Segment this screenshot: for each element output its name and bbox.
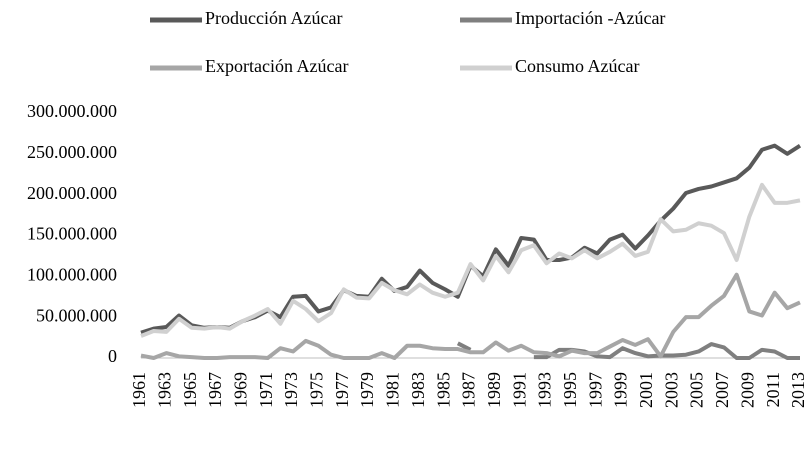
legend-label: Exportación Azúcar <box>205 56 348 76</box>
x-tick-label: 1991 <box>509 372 529 408</box>
series-line <box>140 182 801 338</box>
x-tick-label: 2009 <box>737 372 757 408</box>
y-tick-label: 50.000.000 <box>36 305 117 325</box>
x-tick-label: 1963 <box>154 372 174 408</box>
x-tick-label: 1981 <box>383 372 403 408</box>
legend-label: Consumo Azúcar <box>515 56 639 76</box>
x-tick-label: 1977 <box>332 372 352 408</box>
x-tick-label: 1975 <box>307 372 327 408</box>
x-tick-label: 1973 <box>281 372 301 408</box>
x-tick-label: 1987 <box>459 372 479 408</box>
x-tick-label: 1989 <box>484 372 504 408</box>
x-tick-label: 1971 <box>256 372 276 408</box>
series-line <box>140 143 802 335</box>
x-tick-label: 2003 <box>661 372 681 408</box>
x-tick-label: 1997 <box>585 372 605 408</box>
y-tick-label: 200.000.000 <box>27 183 117 203</box>
x-tick-label: 1985 <box>433 372 453 408</box>
x-tick-label: 2001 <box>636 372 656 408</box>
x-tick-label: 1961 <box>129 372 149 408</box>
x-tick-label: 1993 <box>535 372 555 408</box>
x-tick-label: 1983 <box>408 372 428 408</box>
x-tick-label: 2007 <box>712 372 732 408</box>
legend-label: Producción Azúcar <box>205 8 342 28</box>
x-tick-label: 2011 <box>763 372 783 407</box>
x-tick-label: 2013 <box>788 372 808 408</box>
x-tick-label: 1999 <box>611 372 631 408</box>
y-tick-label: 300.000.000 <box>27 101 117 121</box>
legend-label: Importación -Azúcar <box>515 8 665 28</box>
y-tick-label: 100.000.000 <box>27 264 117 284</box>
x-tick-label: 2005 <box>687 372 707 408</box>
x-tick-label: 1995 <box>560 372 580 408</box>
series-line <box>140 272 801 360</box>
x-tick-label: 1979 <box>357 372 377 408</box>
x-tick-label: 1967 <box>205 372 225 408</box>
x-tick-label: 1969 <box>231 372 251 408</box>
y-tick-label: 250.000.000 <box>27 142 117 162</box>
x-tick-label: 1965 <box>180 372 200 408</box>
y-tick-label: 0 <box>108 346 117 366</box>
y-tick-label: 150.000.000 <box>27 224 117 244</box>
